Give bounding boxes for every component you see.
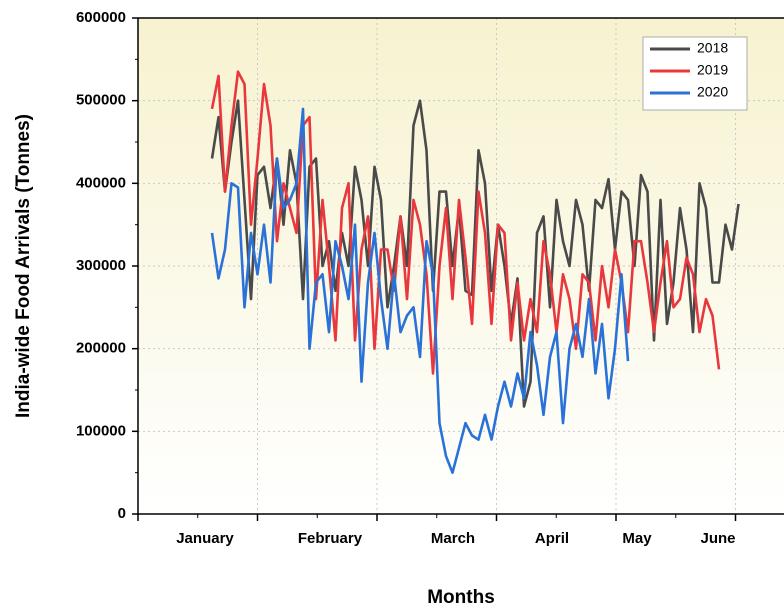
x-tick-label: February: [298, 530, 363, 547]
lines: [210, 70, 740, 474]
y-axis-title: India-wide Food Arrivals (Tonnes): [13, 114, 34, 418]
x-tick-label: May: [622, 530, 652, 547]
y-tick-label: 400000: [76, 174, 126, 191]
legend-label: 2018: [697, 40, 728, 56]
x-axis-title: Months: [427, 587, 495, 608]
legend: 2018 2019 2020: [650, 40, 728, 100]
series-line: [210, 99, 740, 408]
ticks: 0 100000 200000 300000 400000 500000 600000 Jan…: [76, 9, 737, 547]
y-tick-label: 300000: [76, 257, 126, 274]
legend-label: 2019: [697, 62, 728, 78]
series-line: [210, 70, 721, 375]
y-tick-label: 600000: [76, 9, 126, 26]
legend-label: 2020: [697, 84, 728, 100]
x-tick-label: June: [700, 530, 735, 547]
x-tick-label: April: [535, 530, 569, 547]
y-tick-label: 100000: [76, 422, 126, 439]
x-tick-label: January: [176, 530, 234, 547]
x-tick-label: March: [431, 530, 475, 547]
y-tick-label: 500000: [76, 92, 126, 109]
series-line: [210, 107, 630, 474]
y-tick-label: 200000: [76, 340, 126, 357]
y-tick-label: 0: [118, 505, 126, 522]
